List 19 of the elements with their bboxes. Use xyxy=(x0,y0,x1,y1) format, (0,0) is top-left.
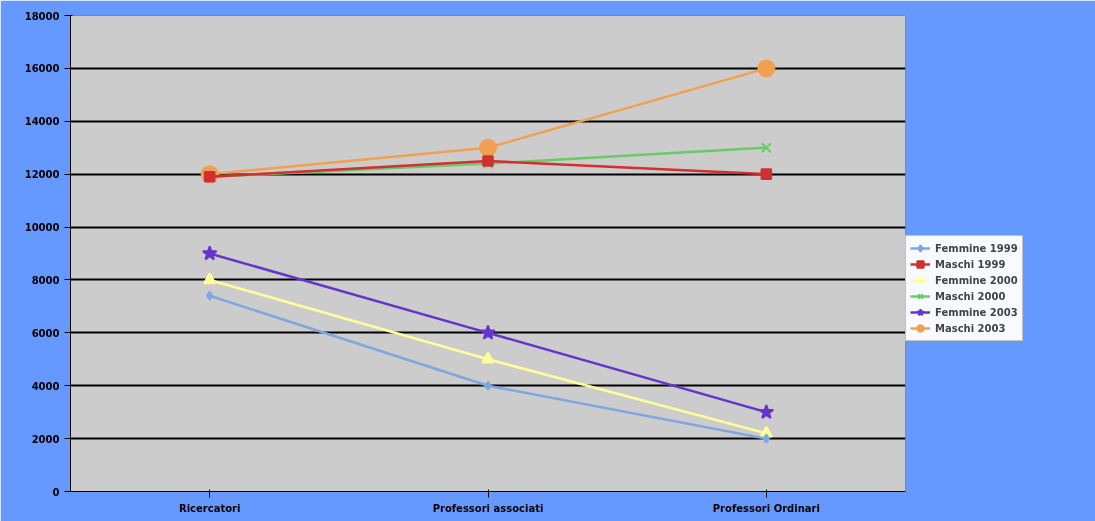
y-tick-label: 14000 xyxy=(24,116,60,128)
y-tick-label: 2000 xyxy=(31,433,60,445)
y-tick-label: 4000 xyxy=(31,380,60,392)
legend-label: Femmine 1999 xyxy=(935,241,1018,256)
y-tick-label: 0 xyxy=(52,486,60,498)
y-tick-label: 16000 xyxy=(24,63,60,75)
legend-label: Femmine 2000 xyxy=(935,273,1018,288)
y-tick-label: 12000 xyxy=(24,169,60,181)
legend-label: Femmine 2003 xyxy=(935,305,1018,320)
y-tick-label: 8000 xyxy=(31,274,60,286)
x-tick-label: Ricercatori xyxy=(178,502,241,514)
x-tick-label: Professori associati xyxy=(432,502,544,514)
y-tick-label: 10000 xyxy=(24,222,60,234)
legend-label: Maschi 2003 xyxy=(935,321,1006,336)
x-tick-label: Professori Ordinari xyxy=(712,502,820,514)
legend-label: Maschi 2000 xyxy=(935,289,1006,304)
legend-label: Maschi 1999 xyxy=(935,257,1006,272)
y-tick-label: 18000 xyxy=(24,10,60,22)
y-tick-label: 6000 xyxy=(31,327,60,339)
